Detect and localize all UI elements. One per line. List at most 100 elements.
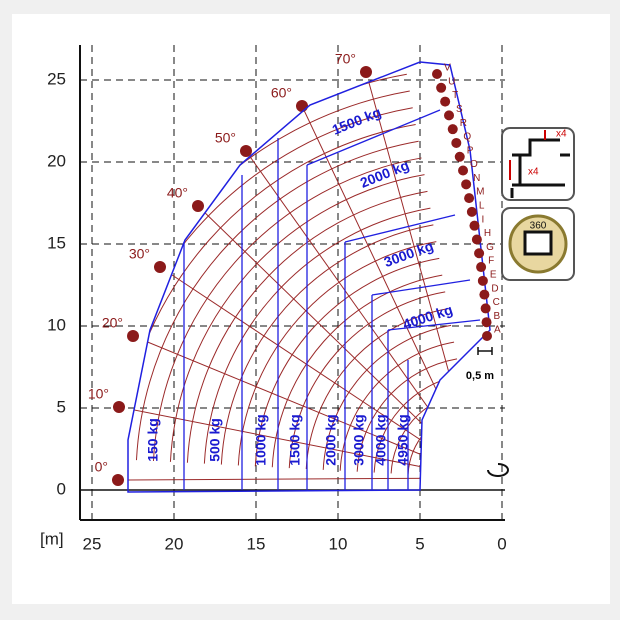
extension-arc — [288, 291, 446, 469]
extension-label: I — [481, 214, 484, 225]
extension-dot — [454, 151, 465, 162]
extension-arc — [128, 107, 413, 459]
extension-label: P — [467, 145, 474, 156]
extension-label: C — [493, 297, 500, 308]
extension-arc — [220, 224, 434, 465]
y-tick-label: 0 — [57, 479, 66, 498]
extension-dot — [461, 179, 472, 190]
extension-label: G — [486, 242, 494, 253]
load-label: 1000 kg — [253, 414, 269, 465]
load-zone — [387, 319, 481, 331]
angle-line — [128, 406, 479, 479]
extension-dot — [479, 289, 490, 300]
load-zone — [371, 279, 471, 296]
extension-dot — [436, 82, 447, 93]
angle-dot — [360, 66, 372, 78]
angle-label: 60° — [271, 85, 292, 101]
icon-arrows — [509, 130, 546, 180]
extension-dot — [451, 137, 462, 148]
load-label: 150 kg — [145, 418, 161, 462]
x-tick-label: 25 — [83, 534, 102, 553]
axis-unit: [m] — [40, 529, 64, 548]
y-tick-label: 5 — [57, 397, 66, 416]
background — [12, 14, 610, 604]
extension-label: N — [473, 173, 480, 184]
extension-label: D — [491, 283, 498, 294]
angle-dot — [296, 100, 308, 112]
extension-label: O — [470, 159, 478, 170]
extension-label: F — [488, 256, 494, 267]
extension-dot — [440, 96, 451, 107]
extension-arc — [305, 308, 449, 470]
load-label: 500 kg — [207, 418, 223, 462]
angle-label: 30° — [129, 246, 150, 262]
extension-dot — [477, 275, 488, 286]
icon-text: 360 — [530, 221, 547, 232]
extension-dot — [476, 262, 487, 273]
load-zone — [344, 214, 456, 243]
rotation-symbol — [487, 463, 509, 477]
extension-arc — [203, 207, 431, 464]
extension-arc — [152, 157, 422, 462]
extension-label: R — [460, 118, 467, 129]
extension-label: U — [448, 76, 455, 87]
angle-dot — [113, 401, 125, 413]
load-label: 1500 kg — [287, 414, 303, 465]
scale-note: 0,5 m — [466, 370, 494, 382]
extension-arc — [186, 190, 428, 463]
extension-label: T — [452, 90, 458, 101]
extension-label: B — [494, 311, 501, 322]
angle-label: 70° — [335, 51, 356, 67]
extension-arc — [135, 140, 419, 461]
y-tick-label: 20 — [47, 151, 66, 170]
extension-label: H — [484, 228, 491, 239]
extension-dot — [482, 331, 492, 341]
load-label: 3000 kg — [351, 414, 367, 465]
extension-label: E — [490, 269, 497, 280]
icon-text: x4 — [528, 167, 539, 178]
angle-line — [128, 477, 479, 481]
extension-dot — [474, 248, 485, 259]
extension-arc — [254, 257, 440, 467]
extension-dot — [481, 317, 492, 328]
extension-dot — [480, 303, 491, 314]
envelope — [127, 61, 491, 493]
y-tick-label: 10 — [47, 315, 66, 334]
angle-dot — [240, 145, 252, 157]
load-label: 4000 kg — [373, 414, 389, 465]
extension-dot — [469, 220, 480, 231]
angle-dot — [127, 330, 139, 342]
angle-dot — [112, 474, 124, 486]
icon-text: x4 — [556, 129, 567, 140]
extension-label: L — [479, 201, 485, 212]
extension-label: V — [444, 63, 451, 74]
x-tick-label: 10 — [329, 534, 348, 553]
extension-dot — [432, 69, 442, 79]
scale-bar — [477, 347, 493, 355]
angle-label: 50° — [215, 130, 236, 146]
extension-dot — [458, 165, 469, 176]
angle-label: 10° — [88, 386, 109, 402]
extension-label: M — [476, 187, 484, 198]
extension-label: Q — [463, 132, 471, 143]
x-tick-label: 15 — [247, 534, 266, 553]
x-tick-label: 20 — [165, 534, 184, 553]
load-label: 2000 kg — [323, 414, 339, 465]
angle-label: 20° — [102, 315, 123, 331]
load-label: 4950 kg — [395, 414, 411, 465]
icon-shape — [523, 230, 553, 256]
x-tick-label: 5 — [415, 534, 424, 553]
extension-arc — [339, 341, 455, 471]
extension-arc — [237, 241, 437, 466]
extension-arc — [322, 324, 452, 470]
extension-dot — [471, 234, 482, 245]
extension-dot — [447, 124, 458, 135]
angle-dot — [192, 200, 204, 212]
x-tick-label: 0 — [497, 534, 506, 553]
angle-dot — [154, 261, 166, 273]
y-tick-label: 25 — [47, 69, 66, 88]
extension-label: S — [456, 104, 463, 115]
icon-shape — [510, 138, 570, 198]
angle-label: 40° — [167, 185, 188, 201]
